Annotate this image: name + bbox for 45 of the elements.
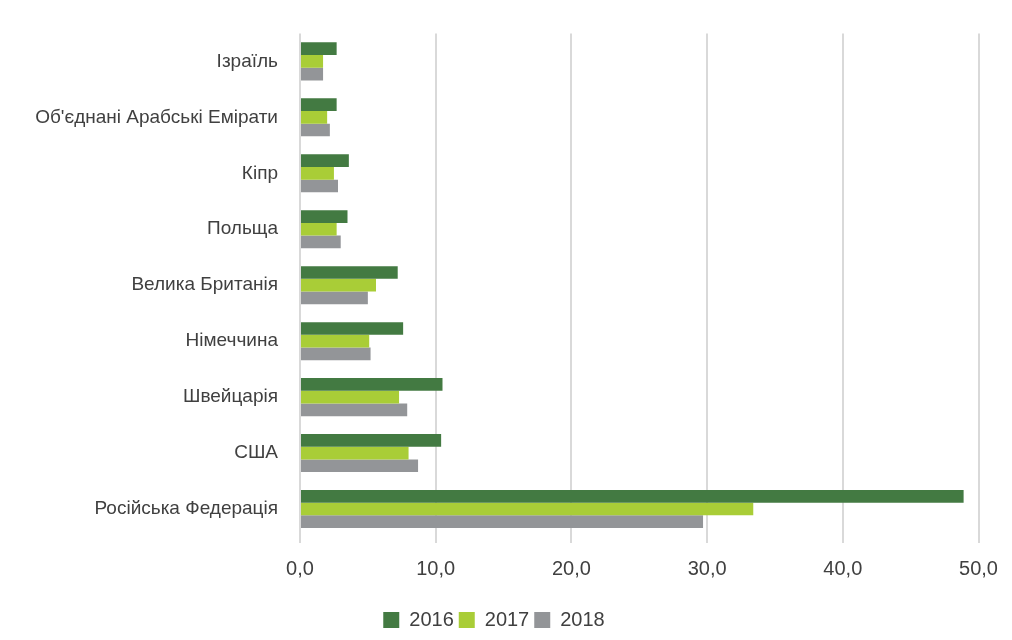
y-tick-label: Російська Федерація bbox=[94, 497, 278, 519]
bar bbox=[301, 378, 443, 391]
y-tick-label: Швейцарія bbox=[183, 385, 278, 407]
bar bbox=[301, 459, 419, 473]
bar bbox=[301, 266, 398, 279]
bar bbox=[301, 434, 442, 447]
bar bbox=[301, 110, 328, 124]
bar bbox=[301, 55, 324, 68]
y-tick-label: Велика Британія bbox=[131, 273, 278, 295]
x-tick-label: 50,0 bbox=[959, 556, 999, 579]
y-tick-label: Об'єднані Арабські Емірати bbox=[35, 105, 278, 127]
bar bbox=[301, 502, 754, 516]
x-tick-label: 0,0 bbox=[286, 556, 314, 579]
bar bbox=[301, 490, 964, 503]
y-tick-label: США bbox=[234, 441, 279, 463]
bar bbox=[301, 222, 337, 236]
bar bbox=[301, 390, 400, 404]
bar bbox=[301, 235, 341, 249]
y-tick-label: Кіпр bbox=[241, 161, 278, 183]
bar bbox=[301, 322, 404, 335]
bar bbox=[301, 291, 368, 305]
bar bbox=[301, 67, 324, 81]
x-tick-label: 10,0 bbox=[416, 556, 456, 579]
bar bbox=[301, 210, 348, 223]
bar bbox=[301, 446, 409, 460]
bar bbox=[301, 278, 376, 292]
bar bbox=[301, 98, 337, 111]
x-tick-label: 40,0 bbox=[823, 556, 863, 579]
y-tick-label: Ізраїль bbox=[216, 49, 279, 71]
y-tick-label: Німеччина bbox=[185, 329, 279, 351]
bar bbox=[301, 347, 371, 361]
bar bbox=[301, 334, 370, 348]
legend-label: 2018 bbox=[560, 607, 605, 630]
bar bbox=[301, 403, 408, 417]
x-tick-label: 20,0 bbox=[551, 556, 591, 579]
legend-label: 2017 bbox=[484, 607, 530, 630]
y-tick-label: Польща bbox=[207, 217, 279, 239]
bar bbox=[301, 42, 337, 56]
bar bbox=[301, 515, 704, 529]
bar bbox=[301, 166, 334, 180]
legend-label: 2016 bbox=[409, 607, 454, 630]
bar bbox=[301, 179, 338, 193]
bar bbox=[301, 123, 330, 137]
bar bbox=[301, 154, 349, 167]
x-tick-label: 30,0 bbox=[687, 556, 727, 579]
